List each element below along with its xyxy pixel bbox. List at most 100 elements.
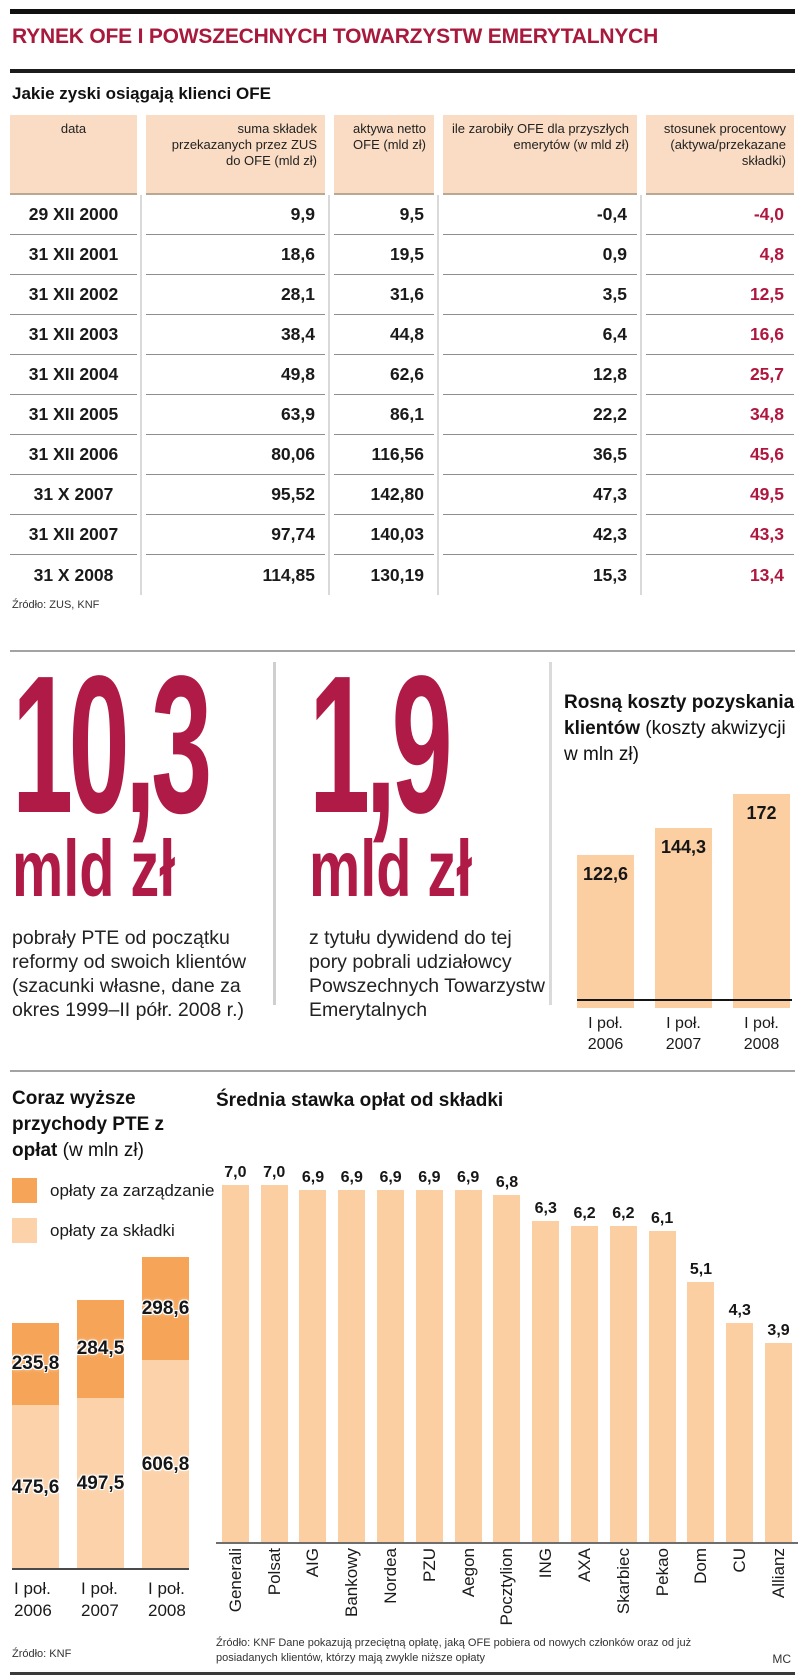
table-cell: 13,4 [749,564,784,585]
x-category-label: I poł. 2006 [577,1013,634,1055]
x-category-label: Aegon [458,1548,478,1598]
column-separator [437,195,439,595]
table-cell: -0,4 [443,195,637,235]
table-cell: 9,5 [334,195,434,235]
x-category-label: I poł. 2007 [79,1578,128,1622]
ofe-results-table: data suma składek przekazanych przez ZUS… [10,115,796,595]
x-category-slot: Aegon [449,1548,488,1597]
legend-item-zarzadzanie: opłaty za zarządzanie [12,1178,214,1203]
table-body: 29 XII 2000 9,9 9,5 -0,4 -4,0 31 XII 2001 18,6… [10,195,796,595]
table-row: 31 XII 2001 18,6 19,5 0,9 4,8 [10,235,796,275]
bar [609,1226,637,1542]
highlight-unit: mld zł [309,824,473,913]
vertical-divider [273,662,276,1005]
column-separator [328,195,330,595]
legend-label: opłaty za zarządzanie [50,1180,215,1200]
table-cell: 31 XII 2002 [10,275,137,315]
table-cell: 140,03 [334,515,434,555]
pte-stacked-bars: 235,8 475,6 284,5 497,5 298,6 606,8 [12,1250,197,1570]
bar-value-label: 6,2 [573,1205,596,1222]
x-category-slot: CU [720,1548,759,1573]
bar-slot: 5,1 [682,1261,721,1542]
bar-value-label: 4,3 [728,1302,751,1319]
xlabel-line: 2007 [81,1601,119,1620]
xlabel-line: 2007 [665,1036,702,1053]
bar: 172 [733,794,790,1008]
fees-bars: 7,0 7,0 6,9 6,9 6,9 6,9 6,9 6,8 6,3 6,2 6,2 6,1 5,1 4… [216,1152,798,1542]
xlabel-line: I poł. [588,1015,623,1032]
x-category-label: Polsat [264,1548,284,1596]
x-category-slot: Dom [682,1548,721,1584]
table-cell: 44,8 [334,315,434,355]
bar-value-label: 6,8 [495,1174,519,1191]
table-cell: 28,1 [146,275,325,315]
legend-swatch-peach [12,1218,37,1243]
chart-subtitle: (w mln zł) [62,1140,144,1161]
xlabel-line: 2006 [587,1036,624,1053]
bar: 144,3 [655,828,712,1008]
table-cell: 86,1 [334,395,434,435]
bar [377,1190,405,1542]
bar-value-label: 6,9 [379,1169,402,1186]
bar-slot: 6,8 [488,1174,527,1542]
bar-segment: 475,6 [12,1405,59,1570]
x-category-slot: Skarbiec [604,1548,643,1614]
bar [338,1190,366,1542]
xlabel-line: 2008 [148,1601,186,1620]
table-cell: 4,8 [646,235,794,275]
legend-item-skladki: opłaty za składki [12,1218,214,1243]
table-cell: 31 XII 2005 [10,395,137,435]
column-header-suma-skladek: suma składek przekazanych przez ZUS do O… [146,115,325,195]
bar-value-label: 6,9 [457,1169,480,1186]
table-cell: 45,6 [646,435,794,475]
bar [454,1190,482,1542]
table-row: 31 XII 2006 80,06 116,56 36,5 45,6 [10,435,796,475]
x-category-slot: Nordea [371,1548,410,1604]
highlight-description: z tytułu dywidend do tej pory pobrali ud… [309,927,545,1021]
bar-value-label: 6,2 [612,1205,635,1222]
bar-value-label: 6,9 [418,1169,441,1186]
bar-slot: 6,2 [604,1205,643,1542]
x-category-label: PZU [419,1548,439,1582]
bar-value-label: 6,9 [340,1169,363,1186]
table-cell: 43,3 [646,515,794,555]
pte-source-note: Źródło: KNF [12,1648,72,1660]
x-category-label: AXA [575,1548,595,1583]
bar-segment: 606,8 [142,1360,189,1570]
table-row: 31 XII 2003 38,4 44,8 6,4 16,6 [10,315,796,355]
xlabel-line: I poł. [14,1579,51,1598]
bar: 122,6 [577,855,634,1008]
fees-source-note: Źródło: KNF Dane pokazują przeciętną opł… [216,1637,692,1664]
table-cell: 31,6 [334,275,434,315]
table-cell: 31 XII 2007 [10,515,137,555]
x-category-label: Nordea [381,1548,401,1604]
xlabel-line: 2006 [14,1601,52,1620]
vertical-divider [549,662,552,1005]
table-cell: 31 XII 2004 [10,355,137,395]
table-row: 31 XII 2007 97,74 140,03 42,3 43,3 [10,515,796,555]
stacked-bar: 298,6 606,8 [142,1257,189,1570]
column-header-aktywa-netto: aktywa netto OFE (mld zł) [334,115,434,195]
bar [571,1226,599,1542]
bar [687,1282,715,1542]
table-cell: 31 X 2008 [33,564,114,585]
bar-slot: 6,2 [565,1205,604,1542]
bar-value-label: 7,0 [263,1164,286,1181]
bar-slot: 7,0 [216,1164,255,1542]
x-category-slot: Allianz [759,1548,798,1598]
bar-value-label: 6,1 [651,1210,674,1227]
highlight-value: 10,3 [12,635,212,854]
table-cell: 18,6 [146,235,325,275]
x-category-slot: Polsat [255,1548,294,1595]
column-separator [640,195,642,595]
table-cell: 25,7 [646,355,794,395]
table-cell: 19,5 [334,235,434,275]
bar-slot: 6,3 [526,1200,565,1542]
x-category-label: Dom [691,1548,711,1584]
xlabel-line: I poł. [744,1015,779,1032]
stacked-bar: 235,8 475,6 [12,1323,59,1570]
bar [726,1323,754,1542]
bar-slot: 6,9 [449,1169,488,1542]
page-title: RYNEK OFE I POWSZECHNYCH TOWARZYSTW EMER… [12,25,659,48]
